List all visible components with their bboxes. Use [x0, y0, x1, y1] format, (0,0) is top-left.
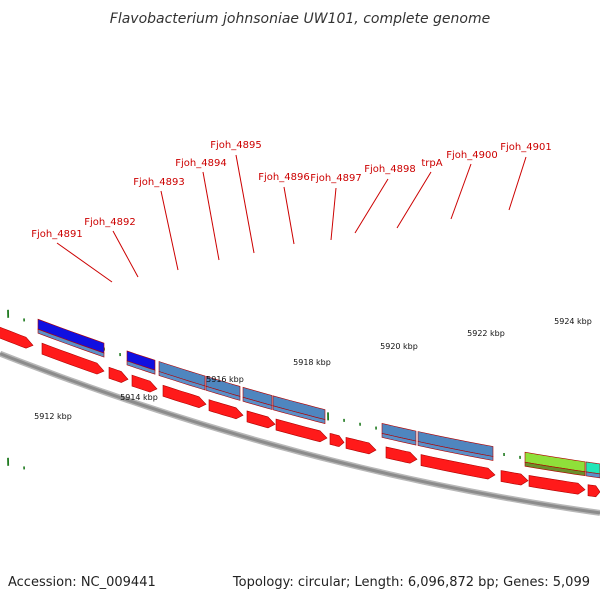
feature-track — [37, 318, 600, 479]
cds-arrow — [246, 410, 276, 429]
locus-label: Fjoh_4894 — [175, 158, 226, 169]
position-label: 5912 kbp — [34, 412, 72, 421]
callout-line — [202, 171, 220, 261]
cds-arrow — [131, 374, 158, 393]
cds-arrow — [420, 454, 496, 480]
feature-subbar — [524, 461, 586, 477]
locus-label: Fjoh_4897 — [310, 173, 361, 184]
callout-line — [283, 186, 295, 245]
cds-arrow — [162, 384, 207, 409]
cds-arrow — [587, 484, 600, 498]
cds-arrow — [0, 326, 34, 349]
genome-backbone — [0, 350, 600, 516]
feature-subbar — [37, 328, 105, 358]
cds-arrow — [329, 433, 345, 447]
feature-subbar — [205, 385, 241, 401]
position-label: 5924 kbp — [554, 317, 592, 326]
genome-title: Flavobacterium johnsoniae UW101, complet… — [110, 11, 490, 27]
cds-arrow — [385, 446, 418, 464]
backbone-line — [0, 352, 600, 515]
locus-label: Fjoh_4895 — [210, 140, 261, 151]
locus-label: Fjoh_4896 — [258, 172, 309, 183]
feature-subbar — [585, 471, 600, 479]
feature-subbar — [272, 405, 326, 424]
locus-label: Fjoh_4891 — [31, 229, 82, 240]
cds-track — [0, 326, 600, 498]
cds-arrow — [500, 470, 529, 486]
cds-arrow — [528, 475, 586, 495]
locus-label: Fjoh_4900 — [446, 150, 497, 161]
locus-label: Fjoh_4893 — [133, 177, 184, 188]
cds-arrow — [108, 366, 129, 383]
genome-summary: Topology: circular; Length: 6,096,872 bp… — [232, 575, 590, 590]
callout-line — [112, 230, 139, 278]
feature-subbar — [381, 433, 417, 446]
callout-line — [235, 154, 255, 254]
callout-line — [330, 187, 337, 241]
position-label: 5916 kbp — [206, 375, 244, 384]
locus-label: Fjoh_4901 — [500, 142, 551, 153]
callout-line — [160, 190, 179, 271]
locus-label: Fjoh_4892 — [84, 217, 135, 228]
position-label: 5918 kbp — [293, 358, 331, 367]
callout-line — [354, 178, 389, 234]
accession-label: Accession: NC_009441 — [8, 575, 156, 590]
cds-arrow — [41, 342, 105, 375]
position-labels: 5912 kbp 5914 kbp 5916 kbp 5918 kbp 5920 kbp… — [34, 317, 592, 421]
locus-label: Fjoh_4898 — [364, 164, 415, 175]
feature-subbar — [242, 396, 273, 410]
callout-line — [450, 163, 472, 220]
callout-line — [396, 171, 432, 229]
position-label: 5922 kbp — [467, 329, 505, 338]
feature-subbar — [417, 441, 494, 461]
callout-line — [56, 242, 113, 283]
cds-arrow — [275, 418, 328, 443]
position-label: 5920 kbp — [380, 342, 418, 351]
cds-arrow — [345, 437, 377, 455]
callout-line — [508, 156, 527, 211]
locus-label: trpA — [421, 158, 442, 169]
feature-subbar — [158, 371, 206, 391]
position-label: 5914 kbp — [120, 393, 158, 402]
feature-subbar — [126, 360, 156, 375]
cds-arrow — [208, 399, 244, 420]
